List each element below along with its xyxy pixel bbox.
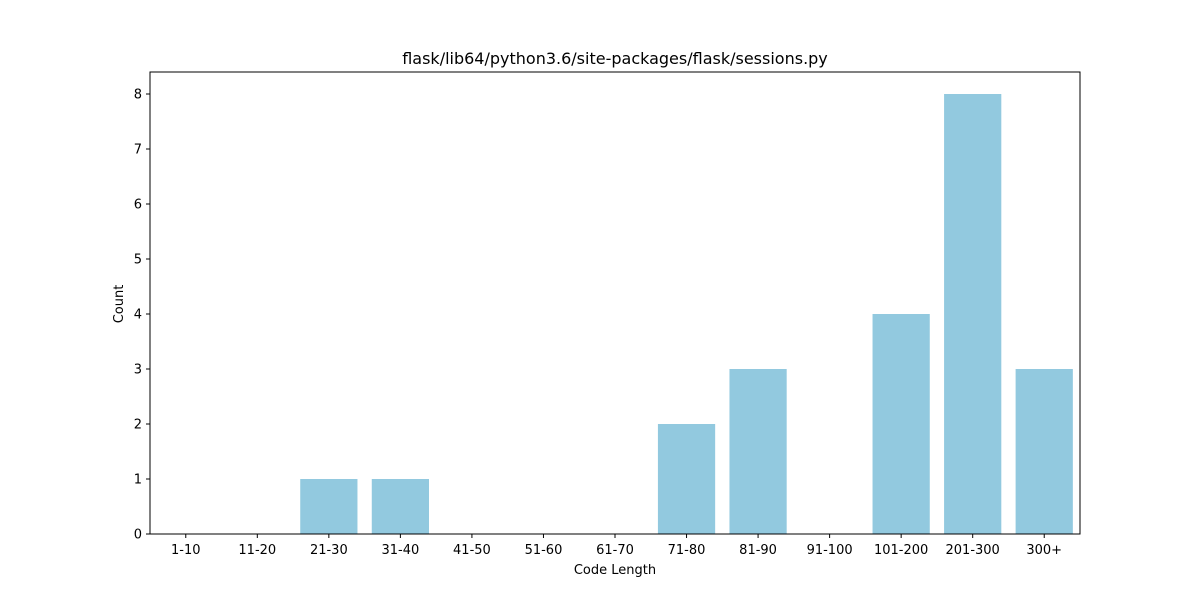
y-tick-label: 8 (134, 88, 142, 103)
y-tick-label: 3 (134, 363, 142, 378)
y-axis: 0 1 2 3 4 5 6 7 8 (134, 88, 150, 543)
plot-frame (149, 71, 1081, 535)
bar-21-30 (300, 479, 358, 534)
bar-81-90 (729, 369, 787, 534)
y-tick-label: 6 (134, 198, 142, 213)
x-tick-label: 51-60 (525, 543, 563, 558)
y-tick-label: 5 (134, 253, 142, 268)
x-tick-label: 31-40 (381, 543, 419, 558)
x-tick-label: 300+ (1026, 543, 1062, 558)
bar-101-200 (872, 314, 930, 534)
bars-group (300, 94, 1073, 534)
plot-area: 1-10 11-20 21-30 31-40 41-50 51-60 61-70 71-80 8… (134, 71, 1081, 558)
x-tick-label: 41-50 (453, 543, 491, 558)
x-tick-label: 21-30 (310, 543, 348, 558)
chart-title: flask/lib64/python3.6/site-packages/flas… (402, 49, 828, 68)
y-tick-label: 2 (134, 418, 142, 433)
x-tick-label: 61-70 (596, 543, 634, 558)
x-tick-label: 81-90 (739, 543, 777, 558)
x-axis: 1-10 11-20 21-30 31-40 41-50 51-60 61-70 71-80 8… (171, 534, 1062, 558)
x-tick-label: 91-100 (807, 543, 853, 558)
y-axis-label: Count (112, 285, 127, 324)
bar-300+ (1015, 369, 1073, 534)
y-tick-label: 7 (134, 143, 142, 158)
y-tick-label: 4 (134, 308, 142, 323)
x-tick-label: 201-300 (946, 543, 1000, 558)
bar-201-300 (944, 94, 1002, 534)
bar-31-40 (371, 479, 429, 534)
y-tick-label: 0 (134, 528, 142, 543)
x-tick-label: 101-200 (874, 543, 928, 558)
x-tick-label: 11-20 (238, 543, 276, 558)
x-tick-label: 71-80 (668, 543, 706, 558)
bar-71-80 (657, 424, 716, 534)
x-tick-label: 1-10 (171, 543, 201, 558)
y-tick-label: 1 (134, 473, 142, 488)
x-axis-label: Code Length (574, 563, 656, 578)
